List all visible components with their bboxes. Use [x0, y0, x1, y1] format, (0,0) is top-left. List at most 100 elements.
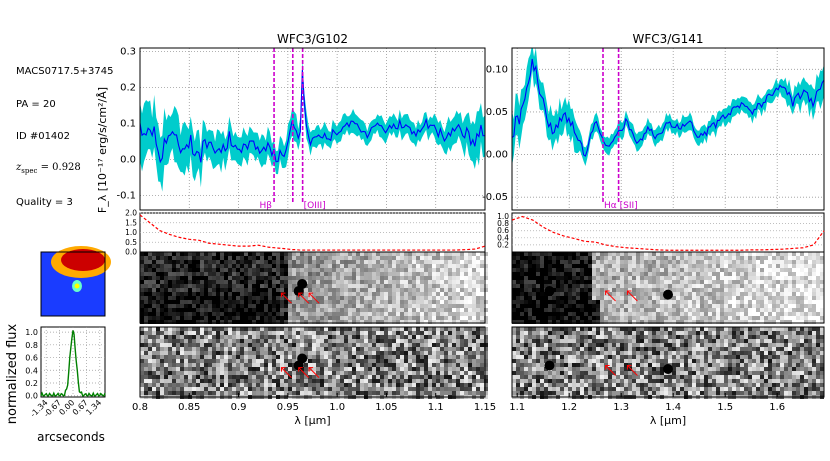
- pixel-cell: [800, 296, 804, 300]
- pixel-cell: [788, 300, 792, 304]
- pixel-cell: [228, 383, 232, 387]
- pixel-cell: [432, 276, 436, 280]
- pixel-cell: [212, 367, 216, 371]
- pixel-cell: [148, 355, 152, 359]
- pixel-cell: [584, 260, 588, 264]
- pixel-cell: [620, 320, 624, 324]
- pixel-cell: [180, 308, 184, 312]
- pixel-cell: [424, 300, 428, 304]
- pixel-cell: [536, 276, 540, 280]
- pixel-cell: [248, 343, 252, 347]
- pixel-cell: [668, 304, 672, 308]
- pixel-cell: [456, 379, 460, 383]
- pixel-cell: [604, 252, 608, 256]
- pixel-cell: [796, 292, 800, 296]
- pixel-cell: [452, 320, 456, 324]
- pixel-cell: [204, 371, 208, 375]
- pixel-cell: [256, 367, 260, 371]
- pixel-cell: [684, 252, 688, 256]
- pixel-cell: [732, 304, 736, 308]
- pixel-cell: [516, 339, 520, 343]
- pixel-cell: [560, 296, 564, 300]
- pixel-cell: [720, 264, 724, 268]
- pixel-cell: [748, 327, 752, 331]
- pixel-cell: [188, 327, 192, 331]
- pixel-cell: [720, 331, 724, 335]
- pixel-cell: [360, 264, 364, 268]
- pixel-cell: [396, 375, 400, 379]
- pixel-cell: [652, 268, 656, 272]
- pixel-cell: [140, 284, 144, 288]
- pixel-cell: [364, 296, 368, 300]
- pixel-cell: [316, 347, 320, 351]
- pixel-cell: [540, 304, 544, 308]
- pixel-cell: [248, 272, 252, 276]
- pixel-cell: [340, 343, 344, 347]
- pixel-cell: [224, 260, 228, 264]
- pixel-cell: [424, 371, 428, 375]
- pixel-cell: [276, 308, 280, 312]
- pixel-cell: [788, 276, 792, 280]
- pixel-cell: [812, 327, 816, 331]
- pixel-cell: [304, 276, 308, 280]
- pixel-cell: [604, 276, 608, 280]
- pixel-cell: [148, 343, 152, 347]
- pixel-cell: [240, 371, 244, 375]
- y-tick-label: -0.05: [482, 192, 508, 203]
- pixel-cell: [420, 343, 424, 347]
- pixel-cell: [820, 264, 824, 268]
- pixel-cell: [432, 375, 436, 379]
- pixel-cell: [196, 327, 200, 331]
- pixel-cell: [332, 276, 336, 280]
- pixel-cell: [188, 391, 192, 395]
- pixel-cell: [348, 256, 352, 260]
- pixel-cell: [564, 343, 568, 347]
- pixel-cell: [356, 367, 360, 371]
- pixel-cell: [464, 343, 468, 347]
- pixel-cell: [608, 320, 612, 324]
- pixel-cell: [372, 320, 376, 324]
- pixel-cell: [332, 292, 336, 296]
- pixel-cell: [612, 320, 616, 324]
- pixel-cell: [652, 308, 656, 312]
- pixel-cell: [696, 339, 700, 343]
- pixel-cell: [292, 252, 296, 256]
- pixel-cell: [652, 284, 656, 288]
- pixel-cell: [440, 375, 444, 379]
- pixel-cell: [396, 312, 400, 316]
- pixel-cell: [216, 359, 220, 363]
- pixel-cell: [800, 284, 804, 288]
- pixel-cell: [168, 339, 172, 343]
- pixel-cell: [684, 268, 688, 272]
- pixel-cell: [436, 308, 440, 312]
- pixel-cell: [308, 268, 312, 272]
- pixel-cell: [544, 308, 548, 312]
- pixel-cell: [804, 300, 808, 304]
- pixel-cell: [236, 316, 240, 320]
- pixel-cell: [404, 371, 408, 375]
- pixel-cell: [644, 304, 648, 308]
- pixel-cell: [428, 343, 432, 347]
- pixel-cell: [800, 260, 804, 264]
- pixel-cell: [204, 343, 208, 347]
- pixel-cell: [720, 312, 724, 316]
- pixel-cell: [216, 272, 220, 276]
- pixel-cell: [592, 304, 596, 308]
- pixel-cell: [472, 276, 476, 280]
- pixel-cell: [676, 296, 680, 300]
- pixel-cell: [464, 284, 468, 288]
- pixel-cell: [216, 256, 220, 260]
- pixel-cell: [548, 343, 552, 347]
- pixel-cell: [704, 312, 708, 316]
- pixel-cell: [376, 327, 380, 331]
- pixel-cell: [384, 300, 388, 304]
- pixel-cell: [544, 343, 548, 347]
- pixel-cell: [628, 308, 632, 312]
- pixel-cell: [400, 292, 404, 296]
- pixel-cell: [272, 379, 276, 383]
- spectrum-2d-image: [511, 251, 825, 324]
- pixel-cell: [720, 339, 724, 343]
- pixel-cell: [188, 276, 192, 280]
- pixel-cell: [644, 300, 648, 304]
- pixel-cell: [388, 252, 392, 256]
